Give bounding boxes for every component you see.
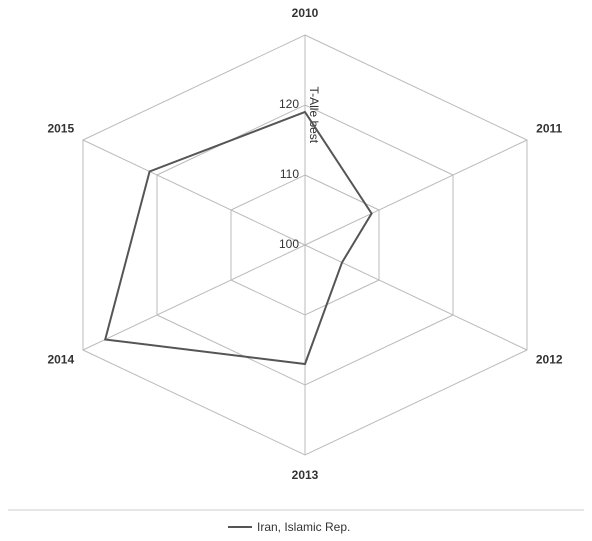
spoke — [305, 245, 527, 350]
category-label: 2015 — [47, 122, 74, 136]
spoke — [83, 140, 305, 245]
r-tick-label: 110 — [280, 167, 299, 181]
r-tick-label: 120 — [279, 97, 299, 111]
axis-title: T-Alle best — [307, 86, 321, 143]
category-label: 2011 — [536, 122, 562, 136]
chart: 2010 2011 2012 2013 2014 2015 100 110 120 T-Alle … — [0, 0, 592, 541]
category-label: 2012 — [536, 353, 563, 367]
spoke — [305, 140, 527, 245]
legend-label: Iran, Islamic Rep. — [257, 520, 350, 534]
category-label: 2014 — [47, 353, 74, 367]
category-label: 2010 — [292, 6, 319, 20]
r-tick-label: 100 — [279, 237, 299, 251]
category-label: 2013 — [292, 468, 319, 482]
series-line — [105, 112, 371, 364]
